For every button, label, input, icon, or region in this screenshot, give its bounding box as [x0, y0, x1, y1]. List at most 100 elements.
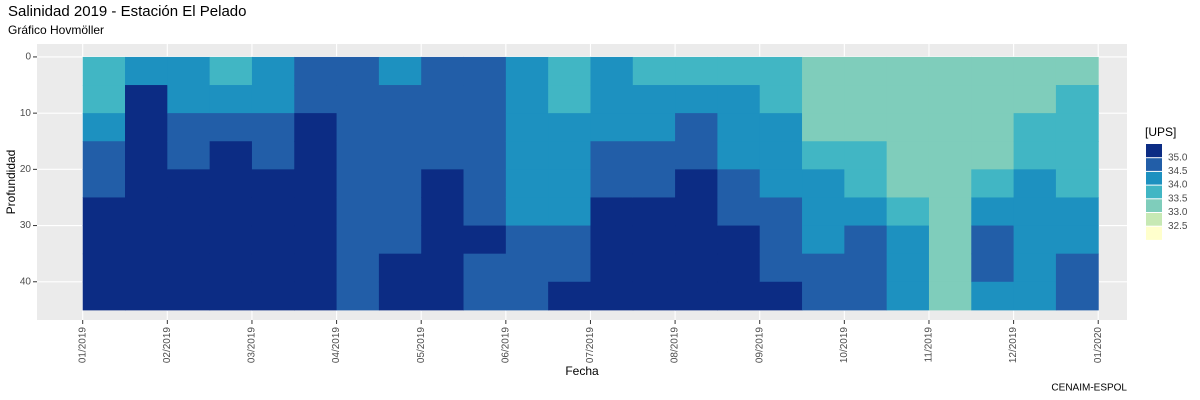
x-tick-label: 02/2019 [162, 327, 173, 364]
contour-cell [1013, 141, 1057, 170]
contour-cell [82, 113, 126, 142]
contour-cell [421, 225, 465, 255]
contour-cell [505, 169, 549, 198]
contour-cell [675, 225, 718, 255]
contour-cell [675, 197, 718, 227]
contour-cell [802, 281, 845, 311]
contour-cell [971, 56, 1015, 86]
x-tick-label: 12/2019 [1008, 327, 1019, 364]
contour-cell [717, 253, 761, 283]
contour-cell [717, 169, 761, 198]
contour-cell [632, 253, 676, 283]
contour-cell [336, 281, 380, 311]
contour-cell [759, 197, 803, 227]
legend-label: 33.0 [1168, 207, 1188, 218]
contour-cell [125, 169, 168, 198]
contour-cell [548, 113, 591, 142]
contour-cell [251, 169, 295, 198]
x-tick-label: 11/2019 [924, 327, 935, 363]
contour-cell [294, 197, 338, 227]
contour-cell [886, 253, 930, 283]
contour-cell [886, 113, 930, 142]
x-tick-label: 10/2019 [839, 327, 850, 364]
legend-swatch [1146, 144, 1162, 158]
contour-cell [209, 169, 253, 198]
contour-cell [802, 113, 845, 142]
y-tick-label: 10 [20, 108, 32, 119]
x-tick-label: 03/2019 [247, 327, 258, 364]
contour-cell [590, 56, 634, 86]
x-tick-label: 01/2019 [77, 327, 88, 364]
contour-cell [167, 113, 211, 142]
x-tick-label: 07/2019 [585, 327, 596, 364]
contour-cell [928, 225, 972, 255]
legend-label: 32.5 [1168, 221, 1188, 232]
contour-cell [167, 85, 211, 114]
contour-cell [125, 141, 168, 170]
contour-cell [1013, 169, 1057, 198]
x-tick-label: 09/2019 [754, 327, 765, 364]
cells [82, 56, 1099, 311]
contour-cell [294, 56, 338, 86]
contour-cell [294, 141, 338, 170]
contour-cell [294, 281, 338, 311]
legend-swatch [1146, 198, 1162, 213]
contour-cell [759, 225, 803, 255]
x-tick-label: 04/2019 [331, 327, 342, 364]
contour-cell [844, 253, 888, 283]
contour-cell [209, 281, 253, 311]
contour-cell [675, 56, 718, 86]
contour-cell [505, 281, 549, 311]
contour-cell [294, 169, 338, 198]
contour-cell [717, 141, 761, 170]
contour-cell [209, 225, 253, 255]
contour-cell [1055, 141, 1099, 170]
contour-cell [632, 197, 676, 227]
contour-cell [294, 113, 338, 142]
contour-cell [717, 85, 761, 114]
contour-cell [336, 197, 380, 227]
contour-cell [125, 253, 168, 283]
contour-cell [844, 141, 888, 170]
contour-cell [421, 85, 465, 114]
contour-cell [463, 85, 507, 114]
contour-cell [928, 56, 972, 86]
contour-cell [82, 197, 126, 227]
contour-cell [378, 113, 422, 142]
contour-cell [167, 225, 211, 255]
contour-cell [82, 225, 126, 255]
contour-cell [717, 56, 761, 86]
contour-cell [378, 141, 422, 170]
contour-cell [421, 56, 465, 86]
contour-cell [209, 85, 253, 114]
contour-cell [590, 85, 634, 114]
contour-cell [844, 85, 888, 114]
contour-cell [125, 281, 168, 311]
contour-cell [167, 197, 211, 227]
contour-cell [505, 253, 549, 283]
contour-cell [548, 197, 591, 227]
contour-cell [505, 141, 549, 170]
contour-cell [82, 56, 126, 86]
contour-cell [928, 281, 972, 311]
contour-cell [167, 141, 211, 170]
contour-cell [421, 197, 465, 227]
contour-cell [1013, 197, 1057, 227]
contour-cell [759, 113, 803, 142]
contour-cell [421, 169, 465, 198]
x-tick-label: 01/2020 [1093, 327, 1104, 364]
contour-cell [1013, 56, 1057, 86]
contour-cell [421, 141, 465, 170]
contour-cell [971, 253, 1015, 283]
contour-cell [759, 56, 803, 86]
contour-cell [378, 56, 422, 86]
contour-cell [463, 281, 507, 311]
contour-cell [548, 169, 591, 198]
contour-cell [209, 56, 253, 86]
contour-cell [1055, 85, 1099, 114]
contour-cell [886, 169, 930, 198]
contour-cell [421, 281, 465, 311]
contour-cell [971, 141, 1015, 170]
contour-cell [378, 225, 422, 255]
